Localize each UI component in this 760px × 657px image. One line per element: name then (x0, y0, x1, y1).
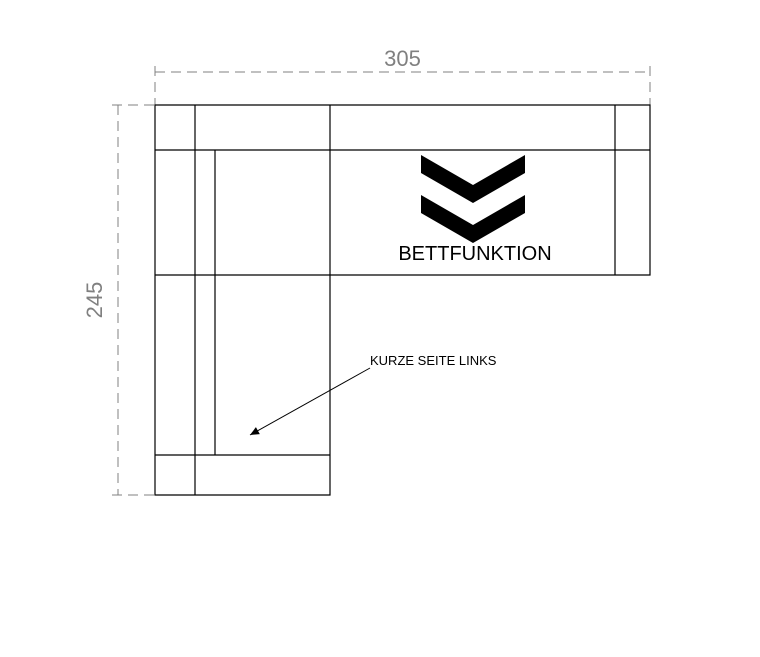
chevron-icon (421, 155, 525, 243)
annotation-arrow (250, 368, 370, 435)
dimension-height-label: 245 (82, 282, 107, 319)
dimension-width-label: 305 (384, 46, 421, 71)
dimension-lines (112, 66, 650, 495)
bettfunktion-label: BETTFUNKTION (398, 243, 551, 265)
technical-drawing: 305 245 BETTFUNKTION KURZE SEITE LINKS (0, 0, 760, 657)
annotation-label: KURZE SEITE LINKS (370, 353, 497, 368)
sofa-outline (155, 105, 650, 495)
